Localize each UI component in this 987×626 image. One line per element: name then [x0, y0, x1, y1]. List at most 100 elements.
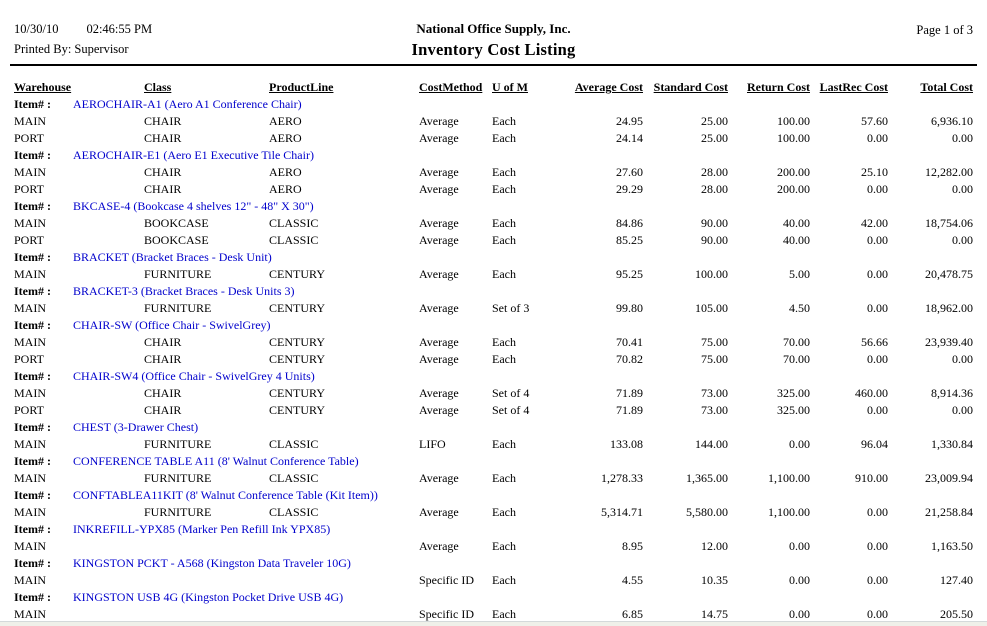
cell-product_line — [269, 572, 419, 589]
cell-cost_method: Average — [419, 233, 459, 247]
cell-last_rec_cost: 42.00 — [861, 216, 888, 230]
cell-return_cost: 70.00 — [783, 335, 810, 349]
item-code-link[interactable]: AEROCHAIR-E1 (Aero E1 Executive Tile Cha… — [73, 148, 314, 162]
cell-product_line: CLASSIC — [269, 437, 319, 451]
item-code-link[interactable]: CONFTABLEA11KIT (8' Walnut Conference Ta… — [73, 488, 378, 502]
inventory-data-row: MAIN Specific ID Each 4.55 10.35 0.00 0.00 127.… — [0, 572, 973, 589]
column-header-return_cost: Return Cost — [747, 80, 810, 94]
cell-standard_cost: 73.00 — [701, 386, 728, 400]
cell-average_cost: 29.29 — [616, 182, 643, 196]
cell-return_cost: 100.00 — [777, 114, 810, 128]
cell-total_cost: 20,478.75 — [925, 267, 973, 281]
cell-uom: Each — [492, 539, 516, 553]
cell-cost_method: Average — [419, 471, 459, 485]
cell-uom: Each — [492, 216, 516, 230]
cell-total_cost: 18,962.00 — [925, 301, 973, 315]
print-date-time: 10/30/10 02:46:55 PM — [14, 22, 152, 37]
item-code-link[interactable]: CHAIR-SW4 (Office Chair - SwivelGrey 4 U… — [73, 369, 315, 383]
cell-warehouse: MAIN — [14, 471, 46, 485]
cell-last_rec_cost: 25.10 — [861, 165, 888, 179]
item-header-row: Item# : KINGSTON PCKT - A568 (Kingston Da… — [0, 555, 973, 572]
item-code-link[interactable]: CHEST (3-Drawer Chest) — [73, 420, 199, 434]
cell-return_cost: 1,100.00 — [768, 471, 810, 485]
cell-class: CHAIR — [144, 403, 182, 417]
cell-standard_cost: 14.75 — [701, 607, 728, 621]
cell-standard_cost: 10.35 — [701, 573, 728, 587]
cell-total_cost: 18,754.06 — [925, 216, 973, 230]
item-code-link[interactable]: CHAIR-SW (Office Chair - SwivelGrey) — [73, 318, 271, 332]
cell-total_cost: 1,163.50 — [931, 539, 973, 553]
cell-class: CHAIR — [144, 114, 182, 128]
cell-cost_method: Average — [419, 301, 459, 315]
cell-return_cost: 70.00 — [783, 352, 810, 366]
page-indicator: Page 1 of 3 — [916, 23, 973, 37]
cell-warehouse: MAIN — [14, 607, 46, 621]
cell-standard_cost: 1,365.00 — [686, 471, 728, 485]
inventory-data-row: PORT CHAIR AERO Average Each 29.29 28.00 200.00… — [0, 181, 973, 198]
cell-total_cost: 0.00 — [952, 233, 973, 247]
cell-total_cost: 0.00 — [952, 182, 973, 196]
cell-total_cost: 0.00 — [952, 403, 973, 417]
cell-warehouse: MAIN — [14, 267, 46, 281]
column-header-standard_cost: Standard Cost — [653, 80, 728, 94]
cell-uom: Each — [492, 607, 516, 621]
cell-uom: Each — [492, 114, 516, 128]
cell-standard_cost: 25.00 — [701, 114, 728, 128]
cell-return_cost: 40.00 — [783, 233, 810, 247]
cell-return_cost: 100.00 — [777, 131, 810, 145]
item-number-label: Item# : — [14, 420, 51, 434]
inventory-data-row: MAIN CHAIR AERO Average Each 27.60 28.00 200.00… — [0, 164, 973, 181]
item-number-label: Item# : — [14, 556, 51, 570]
cell-average_cost: 27.60 — [616, 165, 643, 179]
item-code-link[interactable]: CONFERENCE TABLE A11 (8' Walnut Conferen… — [73, 454, 359, 468]
item-header-row: Item# : AEROCHAIR-A1 (Aero A1 Conference … — [0, 96, 973, 113]
column-header-row: Warehouse Class ProductLine CostMethod U of … — [0, 79, 987, 96]
item-code-link[interactable]: KINGSTON USB 4G (Kingston Pocket Drive U… — [73, 590, 344, 604]
print-time: 02:46:55 PM — [86, 22, 153, 36]
column-header-product_line: ProductLine — [269, 80, 334, 94]
item-header-row: Item# : CHEST (3-Drawer Chest) — [0, 419, 973, 436]
cell-cost_method: Average — [419, 539, 459, 553]
cell-last_rec_cost: 0.00 — [867, 182, 888, 196]
cell-warehouse: PORT — [14, 182, 44, 196]
cell-average_cost: 8.95 — [622, 539, 643, 553]
cell-uom: Each — [492, 131, 516, 145]
cell-return_cost: 200.00 — [777, 165, 810, 179]
printed-by: Printed By: Supervisor — [14, 42, 129, 56]
item-number-label: Item# : — [14, 250, 51, 264]
cell-product_line: CENTURY — [269, 301, 326, 315]
cell-total_cost: 1,330.84 — [931, 437, 973, 451]
cell-total_cost: 12,282.00 — [925, 165, 973, 179]
cell-total_cost: 0.00 — [952, 131, 973, 145]
cell-last_rec_cost: 57.60 — [861, 114, 888, 128]
cell-return_cost: 1,100.00 — [768, 505, 810, 519]
cell-last_rec_cost: 0.00 — [867, 539, 888, 553]
column-header-total_cost: Total Cost — [920, 80, 973, 94]
item-code-link[interactable]: BRACKET (Bracket Braces - Desk Unit) — [73, 250, 272, 264]
cell-average_cost: 24.14 — [616, 131, 643, 145]
item-code-link[interactable]: AEROCHAIR-A1 (Aero A1 Conference Chair) — [73, 97, 302, 111]
cell-last_rec_cost: 0.00 — [867, 131, 888, 145]
cell-warehouse: MAIN — [14, 335, 46, 349]
cell-product_line: AERO — [269, 114, 302, 128]
item-code-link[interactable]: INKREFILL-YPX85 (Marker Pen Refill Ink Y… — [73, 522, 331, 536]
item-code-link[interactable]: BRACKET-3 (Bracket Braces - Desk Units 3… — [73, 284, 295, 298]
cell-class: FURNITURE — [144, 437, 212, 451]
cell-cost_method: Average — [419, 165, 459, 179]
item-header-row: Item# : BRACKET (Bracket Braces - Desk Un… — [0, 249, 973, 266]
cell-uom: Each — [492, 335, 516, 349]
cell-standard_cost: 144.00 — [695, 437, 728, 451]
cell-return_cost: 0.00 — [789, 607, 810, 621]
cell-product_line: AERO — [269, 182, 302, 196]
item-header-row: Item# : KINGSTON USB 4G (Kingston Pocket … — [0, 589, 973, 606]
cell-cost_method: Average — [419, 335, 459, 349]
cell-warehouse: MAIN — [14, 165, 46, 179]
item-code-link[interactable]: BKCASE-4 (Bookcase 4 shelves 12" - 48" X… — [73, 199, 314, 213]
cell-return_cost: 0.00 — [789, 539, 810, 553]
cell-return_cost: 325.00 — [777, 386, 810, 400]
item-code-link[interactable]: KINGSTON PCKT - A568 (Kingston Data Trav… — [73, 556, 351, 570]
cell-standard_cost: 100.00 — [695, 267, 728, 281]
cell-last_rec_cost: 0.00 — [867, 267, 888, 281]
cell-uom: Each — [492, 573, 516, 587]
cell-warehouse: MAIN — [14, 386, 46, 400]
